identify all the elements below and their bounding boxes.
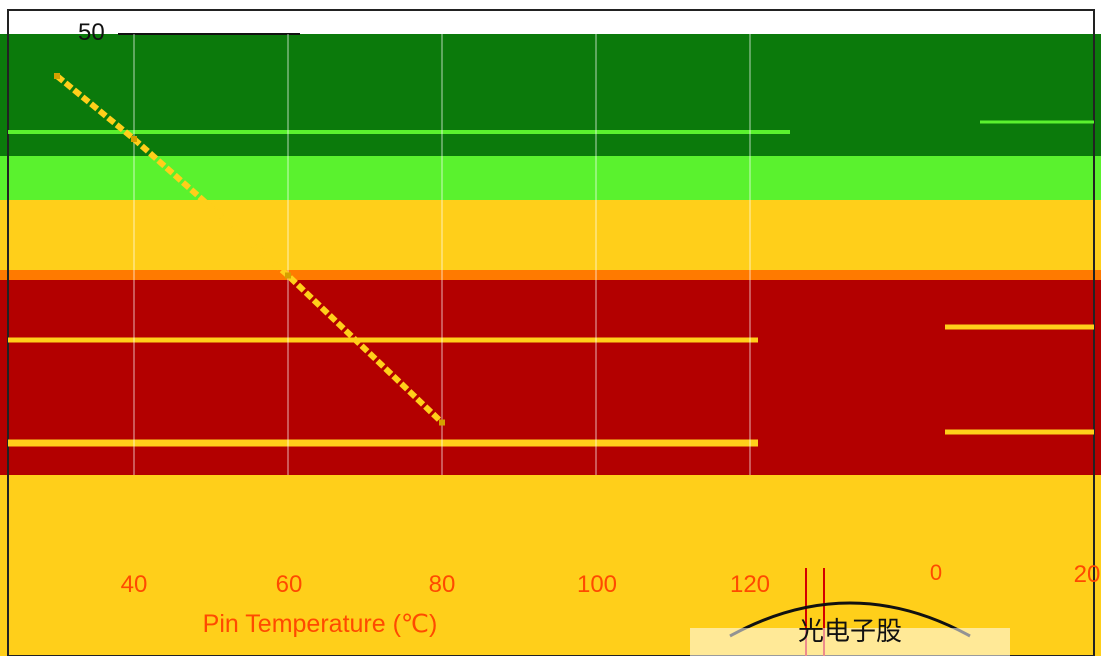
x-tick-label: 100: [577, 571, 617, 598]
x-tick-label: 80: [429, 571, 456, 598]
series-point: [54, 73, 60, 79]
x-tick-labels: 40 60 80 100 120 0 20: [121, 560, 1101, 598]
x-tick-label: 120: [730, 571, 770, 598]
x-axis-title: Pin Temperature (℃): [203, 610, 438, 638]
band-lines: [8, 120, 1094, 447]
x-tick-label: 0: [930, 560, 942, 585]
plot-frame: [7, 9, 1095, 656]
series-point: [131, 136, 137, 142]
series-line: [55, 73, 445, 425]
stamp: 光电子股: [690, 601, 1010, 656]
band-orange: [0, 270, 1101, 280]
series-point: [285, 272, 291, 279]
stamp-smudge: [690, 628, 1010, 656]
band-yellow-upper: [0, 200, 1101, 270]
grid-lines: [133, 34, 751, 475]
stamp-text: 光电子股: [798, 617, 902, 647]
series-point: [439, 419, 445, 426]
x-tick-label: 60: [276, 571, 303, 598]
band-green-bright: [0, 156, 1101, 200]
x-tick-label: 40: [121, 571, 148, 598]
y-tick-label-50: 50: [78, 19, 105, 46]
band-white-top: [0, 0, 1101, 34]
band-yellow-lower: [0, 475, 1101, 656]
stamp-arc: [729, 601, 971, 638]
x-tick-label: 20: [1074, 561, 1101, 588]
band-green-dark: [0, 34, 1101, 156]
series-group: [54, 73, 445, 426]
